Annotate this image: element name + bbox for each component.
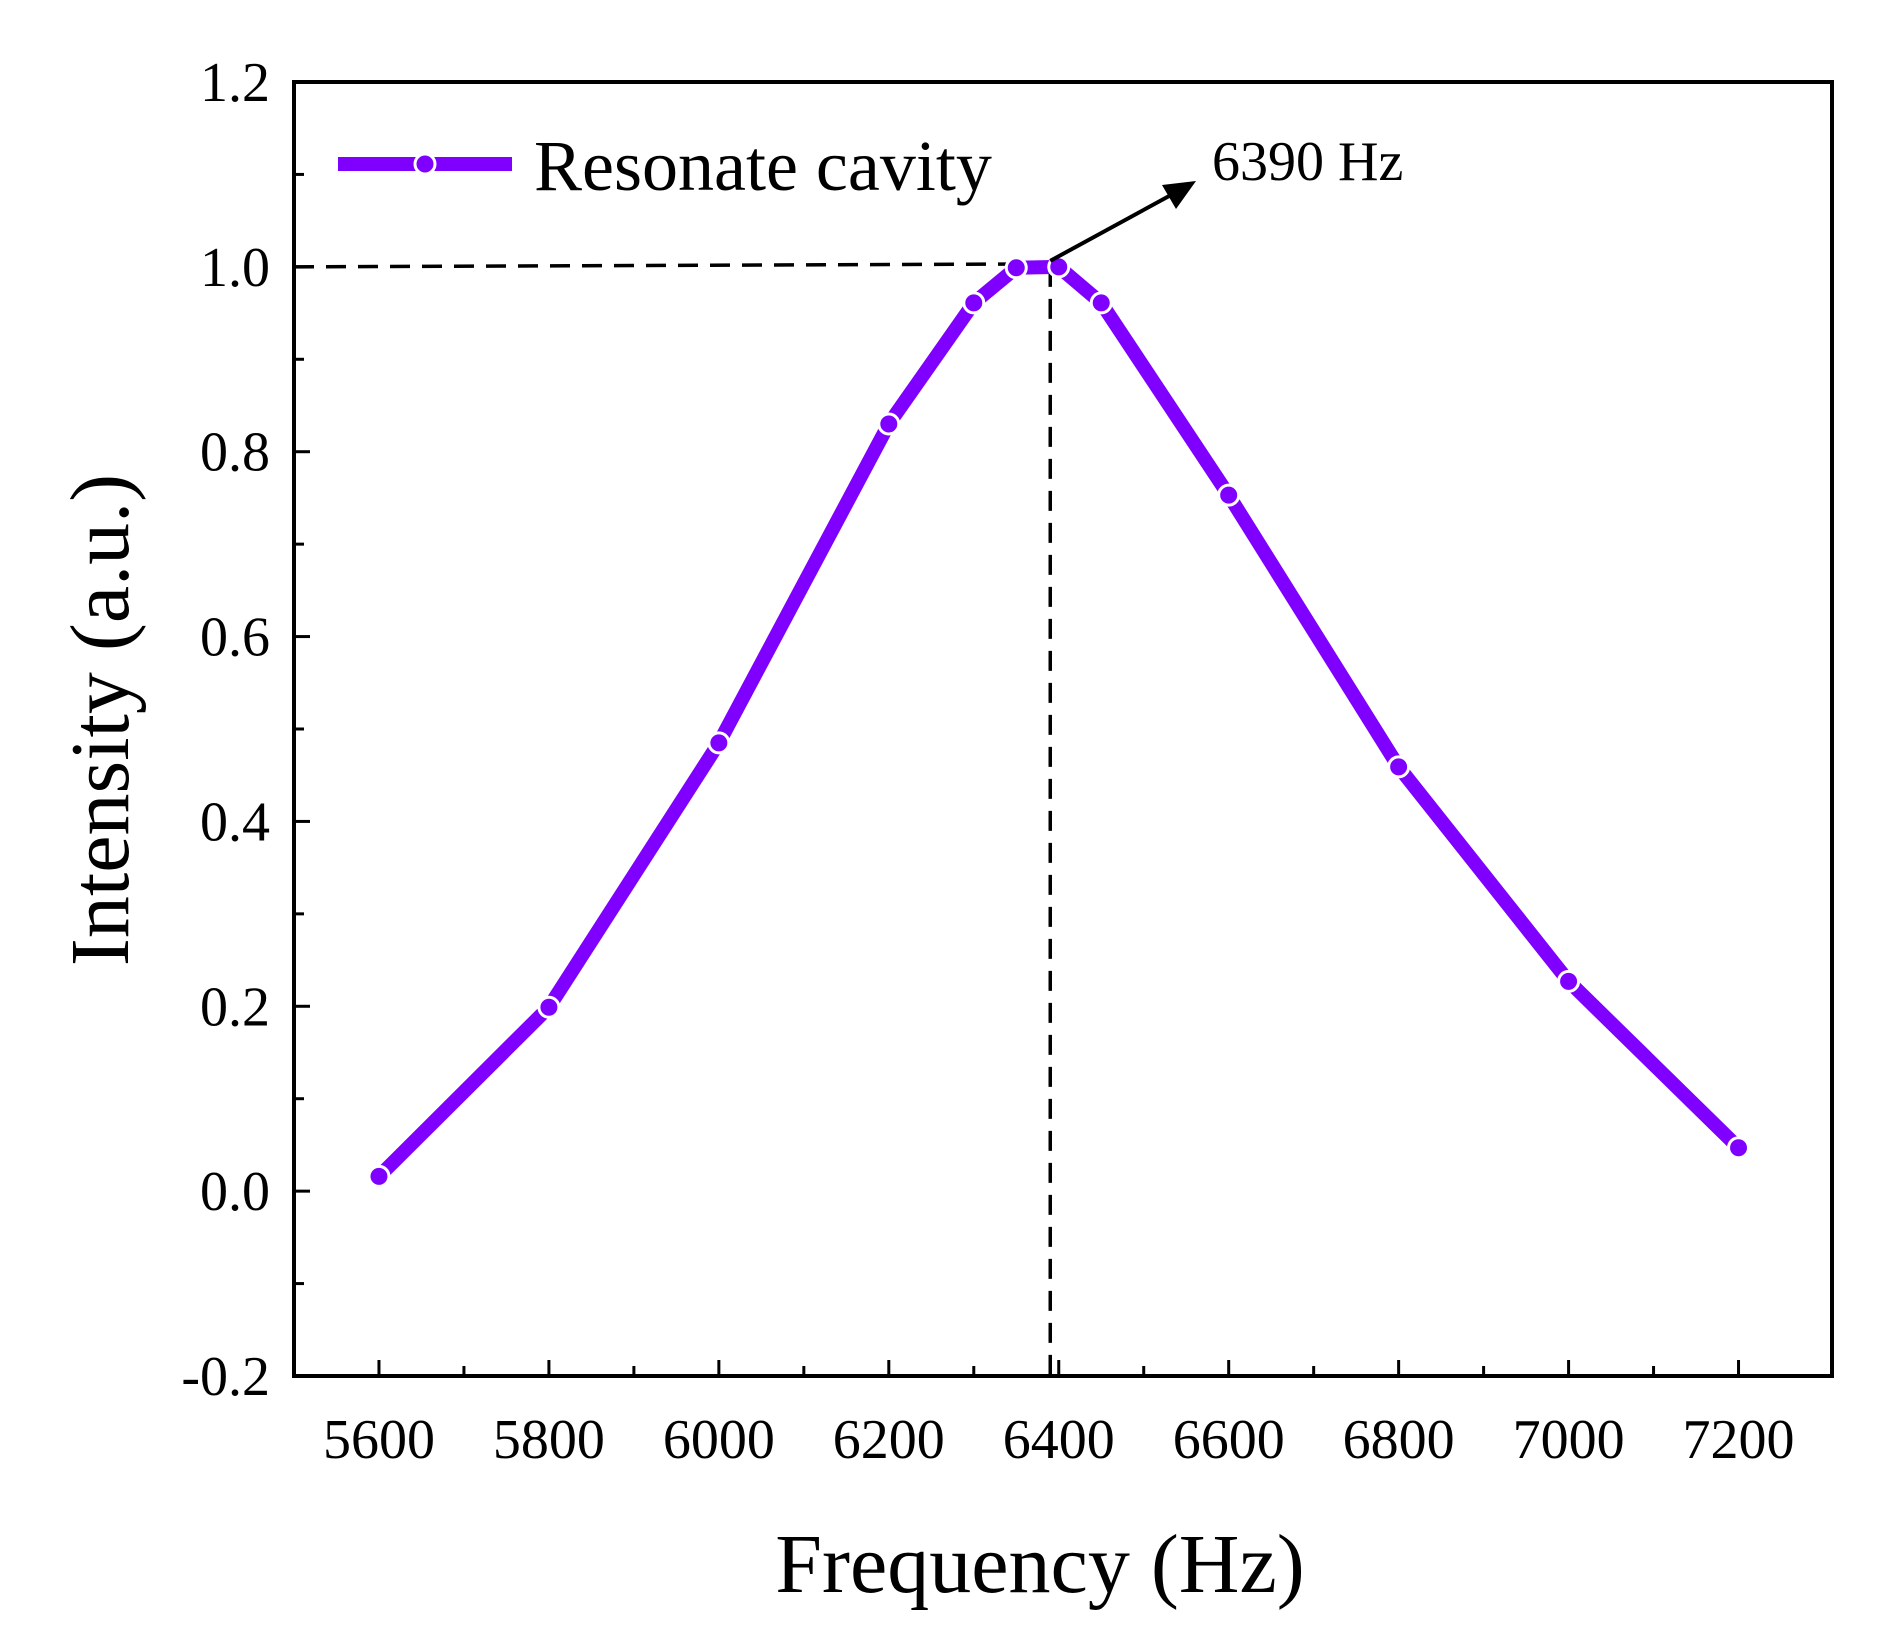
data-point: [962, 291, 986, 315]
x-tick-label: 7200: [1683, 1409, 1795, 1471]
data-point: [537, 995, 561, 1019]
annotation-layer: 6390 Hz: [1049, 131, 1403, 263]
x-tick-label: 7000: [1513, 1409, 1625, 1471]
data-point: [367, 1164, 391, 1188]
y-tick-label: 0.4: [200, 791, 270, 853]
legend: Resonate cavity: [338, 126, 992, 206]
x-tick-label: 6400: [1003, 1409, 1115, 1471]
y-tick-label: 1.0: [200, 237, 270, 299]
data-point: [1217, 483, 1241, 507]
legend-label: Resonate cavity: [534, 126, 992, 206]
x-tick-label: 6200: [833, 1409, 945, 1471]
series-line: [372, 259, 1746, 1184]
legend-marker: [413, 152, 437, 176]
x-axis-label: Frequency (Hz): [775, 1518, 1304, 1611]
y-tick-label: 0.0: [200, 1161, 270, 1223]
x-tick-label: 5600: [323, 1409, 435, 1471]
reference-lines: [293, 262, 1053, 1376]
y-tick-label: 0.6: [200, 607, 270, 669]
y-tick-label: 0.8: [200, 422, 270, 484]
data-point: [1089, 291, 1113, 315]
x-tick-label: 5800: [493, 1409, 605, 1471]
data-point: [1727, 1136, 1751, 1160]
x-tick-label: 6800: [1343, 1409, 1455, 1471]
x-tick-label: 6600: [1173, 1409, 1285, 1471]
y-tick-label: 1.2: [200, 52, 270, 114]
data-point: [1557, 969, 1581, 993]
ticks-layer: -0.2 0.0 0.2 0.4 0.6 0.8 1.0 1.2 5600 5800 6000 620…: [181, 52, 1794, 1471]
annotation-arrowhead: [1162, 181, 1196, 209]
y-axis-label: Intensity (a.u.): [54, 474, 147, 966]
y-tick-label: -0.2: [181, 1346, 270, 1408]
annotation-label: 6390 Hz: [1212, 131, 1403, 193]
annotation-arrow-line: [1049, 187, 1183, 263]
y-tick-label: 0.2: [200, 976, 270, 1038]
data-point: [877, 412, 901, 436]
series-layer: [367, 255, 1751, 1188]
data-point: [1004, 256, 1028, 280]
x-tick-label: 6000: [663, 1409, 775, 1471]
data-point: [707, 731, 731, 755]
data-point: [1387, 755, 1411, 779]
